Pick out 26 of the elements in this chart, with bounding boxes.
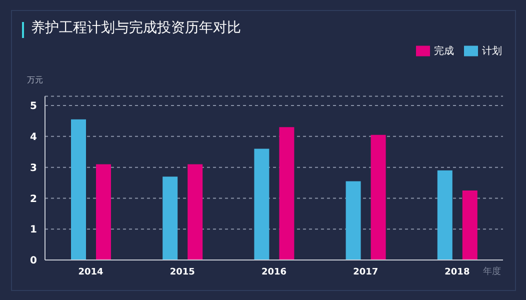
bar (346, 181, 361, 260)
x-axis-title: 年度 (483, 266, 501, 277)
bar (254, 148, 270, 260)
y-tick-label: 4 (30, 132, 38, 143)
bar (71, 119, 86, 260)
x-tick-label: 2017 (353, 267, 378, 278)
x-tick-label: 2014 (78, 267, 104, 278)
bar (279, 127, 294, 260)
y-tick-label: 5 (30, 101, 38, 112)
bar (188, 164, 203, 260)
y-tick-label: 2 (30, 194, 38, 205)
y-tick-label: 3 (30, 162, 38, 174)
y-tick-label: 0 (30, 256, 38, 267)
bar (162, 176, 178, 260)
y-tick-label: 1 (30, 224, 38, 236)
legend-label: 计划 (482, 46, 502, 57)
x-tick-label: 2018 (444, 267, 470, 278)
bar (437, 170, 452, 260)
bar (96, 164, 111, 260)
bar (370, 134, 386, 260)
bar (462, 190, 478, 260)
chart-title: 养护工程计划与完成投资历年对比 (31, 19, 241, 37)
x-tick-label: 2016 (261, 267, 287, 278)
legend-label: 完成 (434, 46, 454, 57)
y-axis-title: 万元 (27, 75, 43, 84)
x-tick-label: 2015 (170, 267, 195, 278)
